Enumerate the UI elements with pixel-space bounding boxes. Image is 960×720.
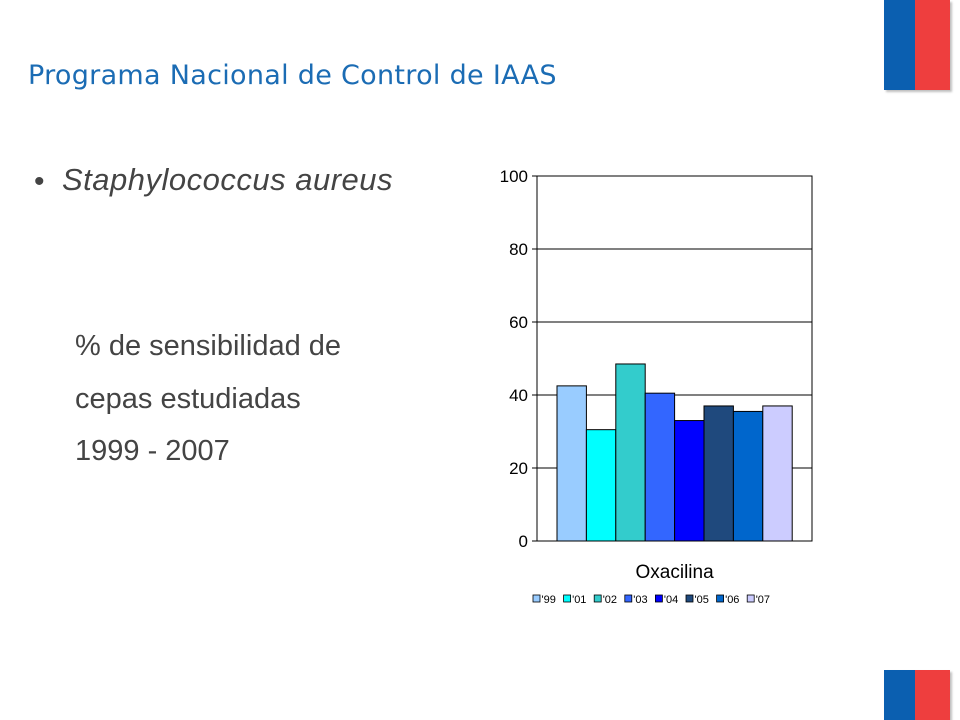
flag-blue-stripe [884,670,915,720]
legend-swatch-8 [746,594,755,603]
flag-logo-bottom [884,670,950,720]
bar-6 [703,405,734,542]
legend-label-2: '01 [572,594,586,606]
bar-2 [585,429,617,542]
legend-label-6: '05 [695,594,709,606]
legend-swatch-4 [624,594,633,603]
y-tick-label: 40 [509,386,528,405]
description-line-2: cepas estudiadas [75,383,301,415]
bar-1 [556,385,587,542]
bar-5 [674,420,705,542]
legend-label-4: '03 [633,594,647,606]
legend-swatch-5 [654,594,663,603]
y-tick-label: 0 [519,532,528,551]
bar-8 [762,405,793,542]
y-tick-label: 60 [509,313,528,332]
bar-4 [644,392,676,542]
legend-label-7: '06 [725,594,739,606]
legend-label-8: '07 [756,594,770,606]
legend-swatch-1 [532,594,541,603]
legend-label-1: '99 [542,594,556,606]
category-label: Oxacilina [636,562,715,583]
y-tick-label: 100 [500,167,528,186]
bullet-text: Staphylococcus aureus [62,162,394,197]
flag-red-stripe [915,0,950,90]
legend-swatch-3 [593,594,602,603]
slide-title: Programa Nacional de Control de IAAS [28,60,557,91]
legend-label-5: '04 [664,594,678,606]
y-tick-label: 80 [509,240,528,259]
legend-swatch-6 [685,594,694,603]
bar-chart: 0 20 40 60 80 100 Oxacilina '99 '01 '02 '03 '04 '05 '… [500,167,813,606]
flag-blue-stripe [884,0,915,90]
y-tick-label: 20 [509,459,528,478]
legend-label-3: '02 [603,594,617,606]
flag-red-stripe [915,670,950,720]
bullet-marker: • [34,165,45,198]
bar-7 [732,410,764,542]
flag-logo-top [884,0,950,90]
bar-3 [615,363,646,542]
legend-swatch-7 [716,594,725,603]
description-line-1: % de sensibilidad de [75,330,342,362]
legend-swatch-2 [563,594,571,603]
description-line-3: 1999 - 2007 [75,435,230,467]
